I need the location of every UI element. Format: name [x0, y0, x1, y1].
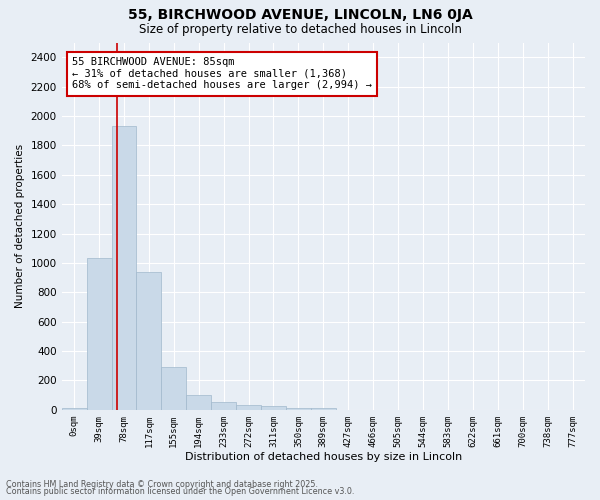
- Bar: [311, 408, 336, 410]
- Bar: [211, 402, 236, 410]
- Bar: [112, 126, 136, 410]
- Bar: [161, 367, 186, 410]
- Text: Contains HM Land Registry data © Crown copyright and database right 2025.: Contains HM Land Registry data © Crown c…: [6, 480, 318, 489]
- X-axis label: Distribution of detached houses by size in Lincoln: Distribution of detached houses by size …: [185, 452, 462, 462]
- Bar: [286, 408, 311, 410]
- Bar: [236, 404, 261, 410]
- Text: 55, BIRCHWOOD AVENUE, LINCOLN, LN6 0JA: 55, BIRCHWOOD AVENUE, LINCOLN, LN6 0JA: [128, 8, 472, 22]
- Text: Contains public sector information licensed under the Open Government Licence v3: Contains public sector information licen…: [6, 487, 355, 496]
- Bar: [261, 406, 286, 410]
- Text: Size of property relative to detached houses in Lincoln: Size of property relative to detached ho…: [139, 22, 461, 36]
- Bar: [86, 258, 112, 410]
- Y-axis label: Number of detached properties: Number of detached properties: [15, 144, 25, 308]
- Bar: [186, 395, 211, 410]
- Bar: [62, 408, 86, 410]
- Bar: [136, 272, 161, 410]
- Text: 55 BIRCHWOOD AVENUE: 85sqm
← 31% of detached houses are smaller (1,368)
68% of s: 55 BIRCHWOOD AVENUE: 85sqm ← 31% of deta…: [72, 57, 372, 90]
